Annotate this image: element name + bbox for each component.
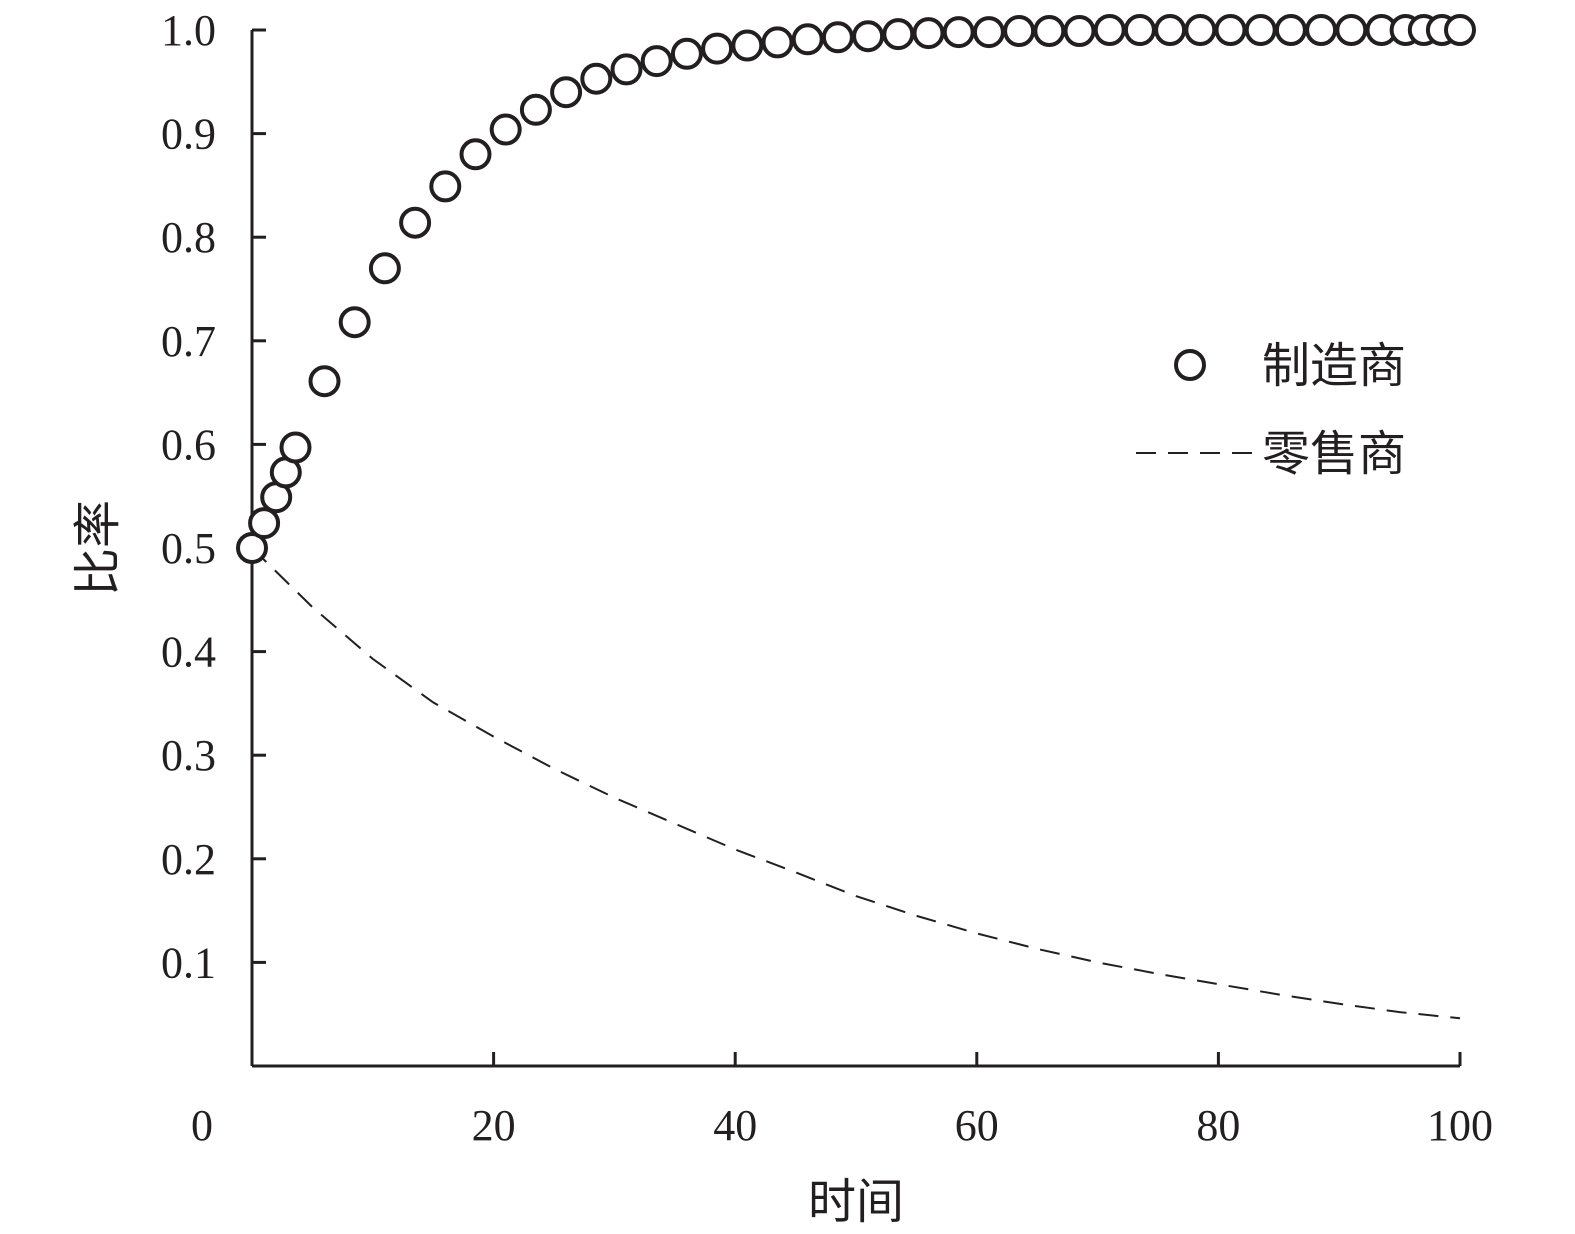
data-point-manufacturer: [1274, 14, 1307, 46]
series: [236, 14, 1476, 1020]
data-point-manufacturer: [761, 26, 794, 59]
data-point-manufacturer: [1033, 15, 1066, 47]
data-point-manufacturer: [1123, 14, 1156, 46]
data-point-manufacturer: [942, 16, 975, 49]
data-point-manufacturer: [610, 53, 643, 86]
data-point-manufacturer: [701, 32, 734, 65]
data-point-manufacturer: [731, 29, 764, 62]
y-tick-label: 0.9: [161, 110, 216, 159]
x-tick-label: 20: [472, 1101, 516, 1150]
x-tick-label: 60: [955, 1101, 999, 1150]
x-tick-label: 100: [1427, 1101, 1493, 1150]
x-tick-label: 80: [1196, 1101, 1240, 1150]
x-axis-title: 时间: [808, 1174, 904, 1230]
legend: 制造商 零售商: [1136, 338, 1406, 482]
y-tick-label: 0.5: [161, 524, 216, 573]
data-point-manufacturer: [1244, 14, 1277, 46]
data-point-manufacturer: [338, 306, 371, 339]
data-point-manufacturer: [248, 507, 281, 540]
data-point-manufacturer: [580, 62, 613, 95]
data-point-manufacturer: [429, 170, 462, 203]
y-tick-label: 0.1: [161, 938, 216, 987]
data-point-manufacturer: [308, 365, 341, 398]
data-point-manufacturer: [550, 76, 583, 109]
data-point-manufacturer: [1214, 14, 1247, 46]
data-point-manufacturer: [1093, 14, 1126, 46]
ticks: 0.1 0.2 0.3 0.4 0.5 0.6 0.7 0.8 0.9 1.0 0 20 40 60 80 1…: [161, 6, 1493, 1150]
x-tick-label: 40: [713, 1101, 757, 1150]
data-point-manufacturer: [519, 93, 552, 126]
legend-marker-manufacturer: [1174, 349, 1206, 381]
data-point-manufacturer: [1184, 14, 1217, 46]
y-tick-label: 0.3: [161, 731, 216, 780]
data-point-manufacturer: [1444, 14, 1476, 46]
data-point-manufacturer: [972, 16, 1005, 49]
data-point-manufacturer: [236, 532, 268, 564]
data-point-manufacturer: [882, 18, 915, 51]
data-point-manufacturer: [1154, 14, 1187, 46]
data-point-manufacturer: [1305, 14, 1338, 46]
y-tick-label: 0.4: [161, 628, 216, 677]
axis-labels: 时间 比率: [70, 500, 904, 1230]
data-point-manufacturer: [489, 113, 522, 146]
y-tick-label: 1.0: [161, 6, 216, 55]
data-point-manufacturer: [670, 37, 703, 70]
y-tick-label: 0.8: [161, 213, 216, 262]
series-line-retailer: [251, 547, 1461, 1020]
data-point-manufacturer: [1063, 15, 1096, 47]
y-tick-label: 0.7: [161, 317, 216, 366]
legend-label-retailer: 零售商: [1262, 426, 1406, 482]
y-axis-title: 比率: [70, 500, 126, 596]
data-point-manufacturer: [1335, 14, 1368, 46]
y-tick-label: 0.2: [161, 835, 216, 884]
data-point-manufacturer: [852, 20, 885, 53]
x-tick-label: 0: [191, 1101, 213, 1150]
data-point-manufacturer: [640, 45, 673, 78]
data-point-manufacturer: [821, 21, 854, 54]
data-point-manufacturer: [399, 206, 432, 239]
data-point-manufacturer: [368, 252, 401, 285]
data-point-manufacturer: [912, 17, 945, 50]
data-point-manufacturer: [791, 23, 824, 56]
data-point-manufacturer: [279, 431, 312, 464]
data-point-manufacturer: [1003, 15, 1036, 47]
y-tick-label: 0.6: [161, 420, 216, 469]
legend-label-manufacturer: 制造商: [1262, 338, 1406, 394]
data-point-manufacturer: [459, 138, 492, 171]
